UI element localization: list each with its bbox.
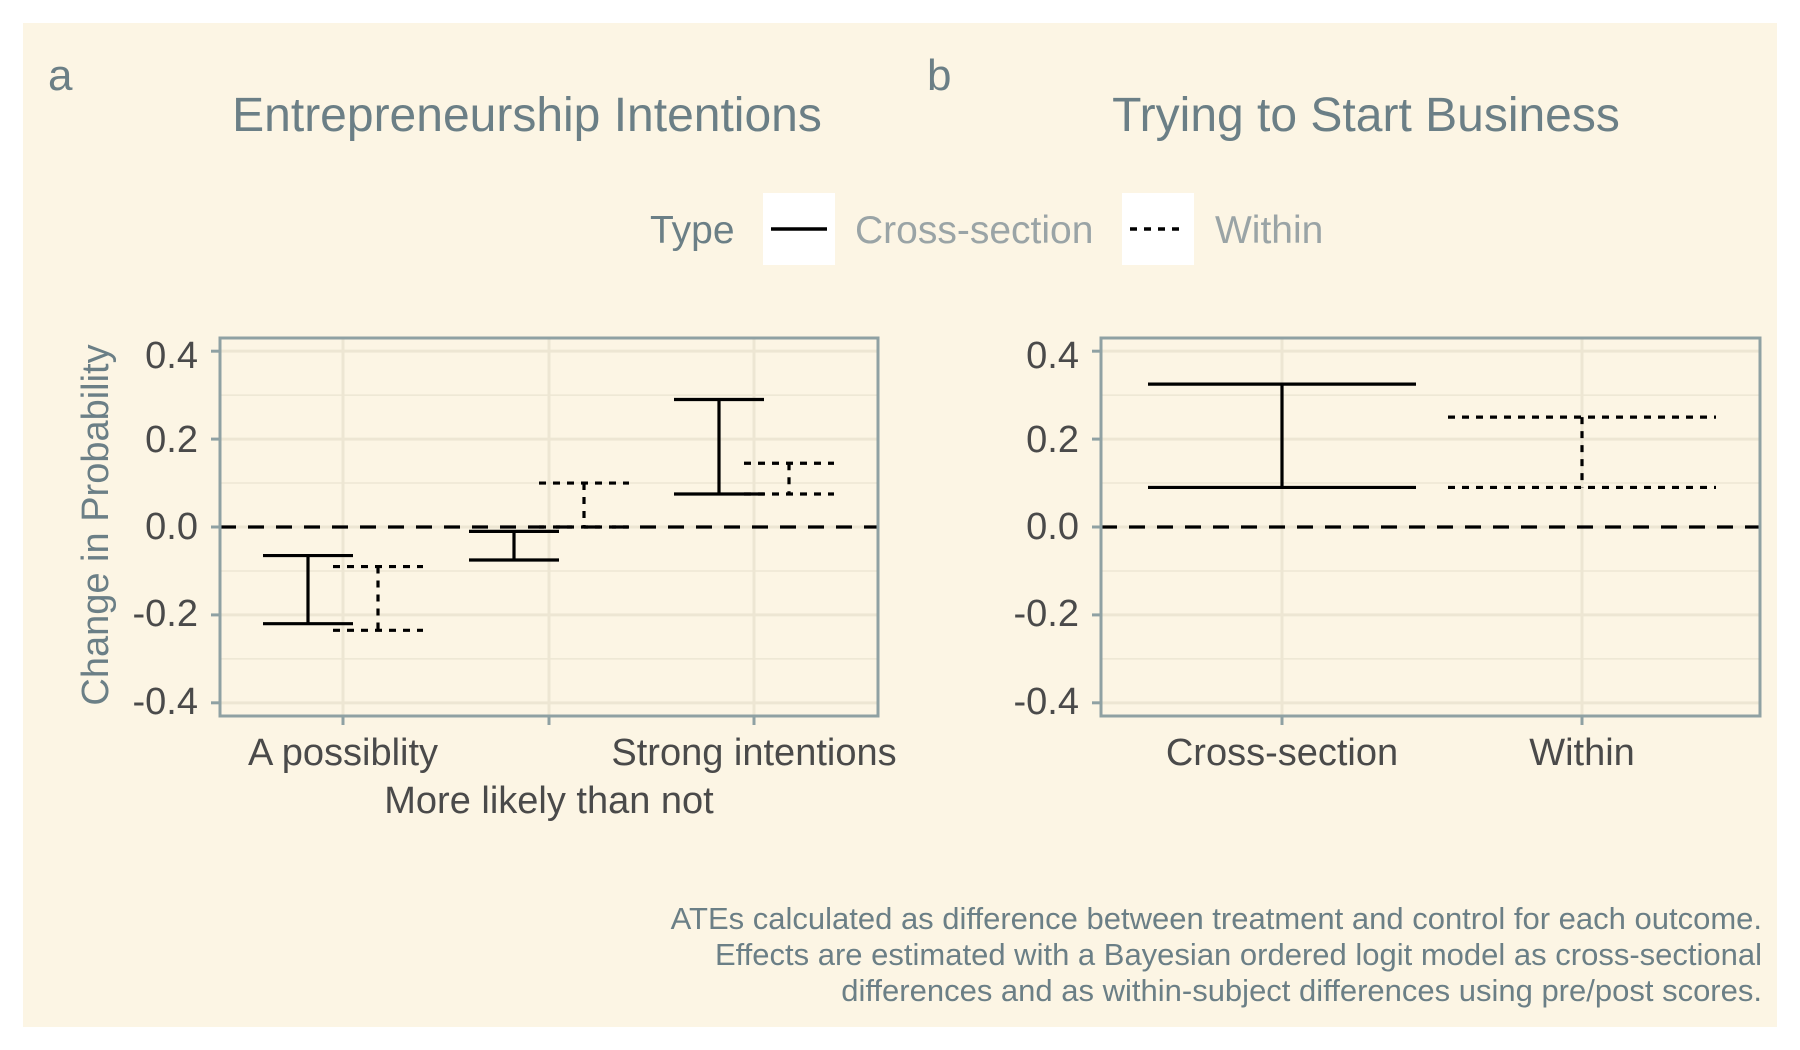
x-tick-label: Within xyxy=(1529,732,1635,774)
panel-b-errorbars xyxy=(1148,382,1716,490)
y-tick-label: -0.2 xyxy=(1014,593,1079,635)
panel-b-title: Trying to Start Business xyxy=(1112,89,1620,142)
panel-a-errorbars xyxy=(263,397,834,632)
y-tick-label: 0.2 xyxy=(1026,419,1079,461)
panel-b-ticks xyxy=(1092,349,1584,725)
y-tick-label: -0.2 xyxy=(133,593,198,635)
x-tick-label: Cross-section xyxy=(1166,732,1398,774)
panel-a-x-tick-labels: A possiblity More likely than not Strong… xyxy=(248,732,897,822)
panel-b-x-tick-labels: Cross-section Within xyxy=(1166,732,1635,774)
panel-b-grid xyxy=(1101,338,1760,716)
errorbar-within xyxy=(539,481,629,529)
panel-a-plot: 0.4 0.2 0.0 -0.2 -0.4 A possiblity More … xyxy=(75,335,897,822)
panel-a-y-tick-labels: 0.4 0.2 0.0 -0.2 -0.4 xyxy=(133,335,198,723)
y-tick-label: 0.2 xyxy=(145,419,198,461)
y-tick-label: -0.4 xyxy=(133,681,198,723)
errorbar-within xyxy=(333,564,423,632)
errorbar-within xyxy=(1448,415,1716,490)
caption: ATEs calculated as difference between tr… xyxy=(671,901,1762,1008)
figure-background xyxy=(23,23,1777,1027)
caption-line: differences and as within-subject differ… xyxy=(841,973,1762,1008)
y-axis-title: Change in Probability xyxy=(75,344,117,705)
y-tick-label: 0.0 xyxy=(1026,506,1079,548)
legend: Type Cross-section Within xyxy=(650,193,1323,265)
caption-line: Effects are estimated with a Bayesian or… xyxy=(715,937,1762,972)
y-tick-label: 0.0 xyxy=(145,506,198,548)
errorbar-cross-section xyxy=(1148,382,1416,490)
panel-a-ticks xyxy=(211,349,756,725)
legend-label-cross-section: Cross-section xyxy=(855,209,1093,252)
x-tick-label: Strong intentions xyxy=(611,732,896,774)
panel-b-tag: b xyxy=(927,51,951,100)
legend-label-within: Within xyxy=(1215,209,1323,252)
panel-a-tag: a xyxy=(48,51,73,100)
x-tick-label: A possiblity xyxy=(248,732,438,774)
y-tick-label: -0.4 xyxy=(1014,681,1079,723)
errorbar-cross-section xyxy=(263,553,353,626)
panel-b-plot: 0.4 0.2 0.0 -0.2 -0.4 Cross-section With… xyxy=(1014,335,1762,774)
caption-line: ATEs calculated as difference between tr… xyxy=(671,901,1762,936)
panel-a-title: Entrepreneurship Intentions xyxy=(232,89,822,142)
errorbar-within xyxy=(744,461,834,496)
y-tick-label: 0.4 xyxy=(1026,335,1079,377)
panel-b-y-tick-labels: 0.4 0.2 0.0 -0.2 -0.4 xyxy=(1014,335,1079,723)
legend-title: Type xyxy=(650,209,735,252)
errorbar-cross-section xyxy=(469,529,559,562)
x-tick-label: More likely than not xyxy=(384,780,714,822)
y-tick-label: 0.4 xyxy=(145,335,198,377)
